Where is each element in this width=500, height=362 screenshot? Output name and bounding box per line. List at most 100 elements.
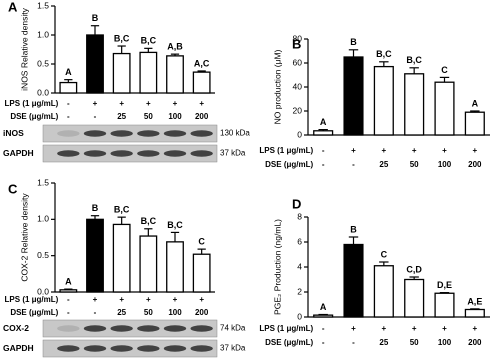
significance-label: C,D	[406, 264, 422, 274]
blot-band	[110, 130, 133, 137]
significance-label: D,E	[437, 280, 452, 290]
row-value: +	[381, 146, 386, 155]
bar	[192, 71, 211, 94]
significance-label: B	[92, 13, 99, 23]
row-value: 200	[468, 160, 482, 169]
row-value: -	[352, 338, 355, 347]
bar	[373, 265, 394, 318]
y-axis-label: COX-2 Relative density	[19, 193, 29, 282]
row-value: +	[381, 324, 386, 333]
row-value: -	[67, 112, 70, 121]
significance-label: A	[320, 302, 327, 312]
row-value: +	[199, 99, 204, 108]
blot-size: 74 kDa	[220, 324, 246, 333]
row-value: +	[199, 295, 204, 304]
significance-label: A,B	[167, 42, 183, 52]
significance-label: A,E	[467, 296, 482, 306]
significance-label: B	[350, 224, 357, 234]
row-value: 50	[144, 308, 153, 317]
blot-size: 37 kDa	[220, 344, 246, 353]
row-value: +	[119, 99, 124, 108]
row-value: -	[352, 160, 355, 169]
y-tick-label: 0	[297, 129, 302, 139]
row-value: +	[146, 295, 151, 304]
row-value: -	[322, 338, 325, 347]
y-tick-label: 60	[293, 57, 303, 67]
y-tick-label: 8	[297, 211, 302, 221]
row-value: +	[351, 146, 356, 155]
blot-band	[190, 130, 213, 137]
row-value: +	[146, 99, 151, 108]
row-value: +	[412, 324, 417, 333]
row-value: 100	[438, 338, 452, 347]
blot-size: 130 kDa	[220, 129, 250, 138]
row-value: -	[67, 295, 70, 304]
row-value: 100	[438, 160, 452, 169]
significance-label: B	[92, 203, 99, 213]
row-value: -	[94, 112, 97, 121]
bar	[313, 314, 334, 318]
row-value: 100	[168, 308, 182, 317]
panel-label: A	[8, 0, 18, 14]
blot-band	[110, 150, 133, 157]
bar	[112, 223, 131, 293]
significance-label: B,C	[114, 33, 130, 43]
blot-band	[137, 325, 160, 332]
significance-label: B,C	[141, 216, 157, 226]
bar	[464, 111, 485, 136]
blot-band	[57, 345, 80, 352]
y-tick-label: 2	[297, 286, 302, 296]
blot-size: 37 kDa	[220, 149, 246, 158]
row-value: 25	[117, 308, 126, 317]
row-label: DSE (μg/mL)	[10, 308, 58, 317]
y-tick-label: 4	[297, 261, 302, 271]
y-tick-label: 6	[297, 236, 302, 246]
row-label: LPS (1 μg/mL)	[259, 146, 313, 155]
bar	[86, 218, 104, 293]
panel-label: D	[292, 196, 301, 211]
significance-label: A	[65, 276, 72, 286]
row-value: 100	[168, 112, 182, 121]
blot-band	[163, 325, 187, 332]
blot-band	[137, 345, 160, 352]
bar	[404, 278, 425, 318]
bar	[192, 253, 211, 293]
bar	[139, 235, 158, 293]
blot-label: COX-2	[3, 323, 29, 333]
row-value: +	[173, 99, 178, 108]
row-label: DSE (μg/mL)	[265, 160, 313, 169]
bar	[404, 73, 425, 136]
row-value: -	[67, 308, 70, 317]
y-tick-label: 80	[293, 33, 303, 43]
blot-label: iNOS	[3, 128, 24, 138]
row-value: 200	[468, 338, 482, 347]
significance-label: B,C	[141, 36, 157, 46]
row-value: 50	[410, 338, 419, 347]
panel-label: C	[8, 181, 18, 196]
row-value: 50	[144, 112, 153, 121]
y-tick-label: 1.5	[37, 0, 49, 10]
significance-label: A	[472, 98, 479, 108]
blot-band	[57, 150, 80, 157]
blot-band	[83, 150, 107, 157]
blot-band	[190, 325, 213, 332]
row-value: +	[119, 295, 124, 304]
row-value: 50	[410, 160, 419, 169]
bar	[464, 308, 485, 318]
significance-label: C	[441, 65, 448, 75]
significance-label: A	[320, 117, 327, 127]
blot-label: GAPDH	[3, 148, 34, 158]
row-value: 200	[195, 112, 209, 121]
row-value: +	[442, 324, 447, 333]
significance-label: B,C	[376, 49, 392, 59]
significance-label: C	[381, 249, 388, 259]
bar	[86, 34, 104, 94]
row-value: +	[472, 324, 477, 333]
bar	[373, 65, 394, 136]
panel-label: B	[292, 36, 301, 51]
blot-label: GAPDH	[3, 343, 34, 353]
y-tick-label: 0	[297, 311, 302, 321]
significance-label: A	[65, 67, 72, 77]
row-value: -	[322, 324, 325, 333]
row-label: LPS (1 μg/mL)	[5, 295, 59, 304]
